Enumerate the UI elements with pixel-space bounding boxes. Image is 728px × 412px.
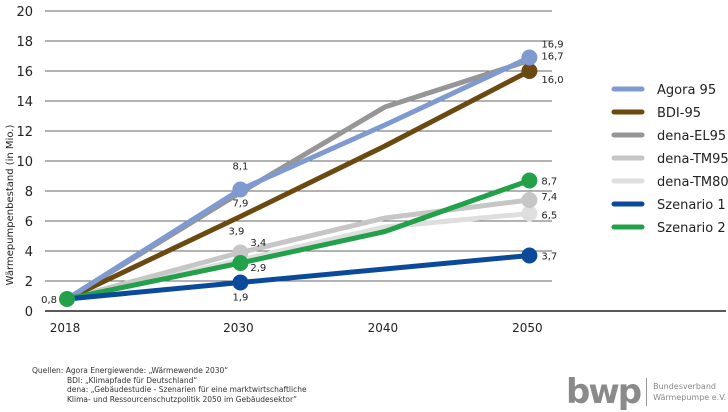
data-label: 6,5	[541, 211, 557, 222]
y-tick-label: 16	[16, 65, 33, 80]
legend-label: Szenario 1	[657, 198, 726, 213]
data-point-marker	[521, 205, 538, 222]
series-line-szenario-2	[64, 178, 532, 302]
data-point-marker	[521, 49, 538, 66]
logo-divider	[646, 378, 648, 406]
source-line: Klima- und Ressourcenschutzpolitik 2050 …	[67, 394, 297, 404]
data-point-marker	[232, 181, 249, 198]
data-point-marker	[232, 255, 249, 271]
y-tick-label: 12	[16, 125, 33, 140]
logo-line2: Wärmepumpe e.V.	[653, 393, 727, 402]
data-label: 16,0	[541, 75, 563, 86]
y-tick-label: 2	[25, 275, 33, 290]
logo-line1: Bundesverband	[653, 382, 716, 391]
y-tick-label: 4	[25, 245, 33, 260]
data-point-marker	[59, 291, 75, 307]
x-tick-label: 2040	[368, 321, 399, 335]
legend-label: BDI-95	[657, 106, 701, 121]
legend-label: dena-EL95	[657, 129, 726, 144]
logo-text: Bundesverband Wärmepumpe e.V.	[653, 381, 726, 403]
series-line-dena-tm95	[64, 197, 532, 302]
data-label: 0,8	[41, 295, 57, 306]
y-tick-label: 14	[16, 95, 33, 110]
data-point-marker	[521, 172, 538, 189]
data-point-marker	[521, 247, 538, 264]
source-line: BDI: „Klimapfade für Deutschland“	[67, 375, 198, 385]
logo-mark: bwp	[566, 372, 642, 412]
x-tick-label: 2050	[512, 321, 543, 335]
legend-label: dena-TM95	[657, 152, 728, 167]
data-label: 8,1	[232, 162, 248, 173]
source-line: Quellen: Agora Energiewende: „Wärmewende…	[32, 366, 229, 375]
legend-label: dena-TM80	[657, 175, 728, 190]
series-line-agora-95	[64, 55, 532, 302]
line-chart: 0 2 4 6 8 10 12 14 16 18 20 2018 2030 2040 2050 Wärmepu…	[5, 5, 728, 335]
data-label: 16,9	[541, 40, 563, 51]
data-point-marker	[521, 63, 538, 79]
y-tick-label: 20	[16, 5, 33, 20]
data-label: 16,7	[541, 52, 563, 63]
bwp-logo: bwp Bundesverband Wärmepumpe e.V.	[566, 372, 726, 412]
series-line-bdi-95	[64, 68, 532, 302]
sources-note: Quellen: Agora Energiewende: „Wärmewende…	[32, 366, 307, 404]
data-label: 8,7	[541, 177, 557, 188]
x-tick-label: 2018	[50, 321, 81, 335]
data-label: 2,9	[250, 263, 266, 274]
data-label: 1,9	[232, 293, 248, 304]
x-tick-label: 2030	[223, 321, 254, 335]
legend-label: Agora 95	[657, 83, 716, 98]
data-label: 7,9	[232, 199, 248, 210]
y-tick-label: 18	[16, 35, 33, 50]
source-line: dena: „Gebäudestudie - Szenarien für ein…	[67, 385, 307, 394]
legend-label: Szenario 2	[657, 221, 726, 236]
y-tick-label: 0	[25, 305, 33, 320]
data-label: 3,7	[541, 252, 557, 263]
y-tick-label: 6	[25, 215, 33, 230]
data-label: 3,4	[250, 238, 266, 249]
y-axis-label: Wärmepumpenbestand (in Mio.)	[5, 125, 16, 286]
data-point-marker	[521, 192, 538, 208]
y-tick-label: 8	[25, 185, 33, 200]
series-line-szenario-1	[64, 253, 532, 302]
data-point-marker	[232, 274, 249, 291]
data-label: 3,9	[228, 227, 244, 238]
data-label: 7,4	[541, 192, 557, 203]
y-tick-label: 10	[16, 155, 33, 170]
